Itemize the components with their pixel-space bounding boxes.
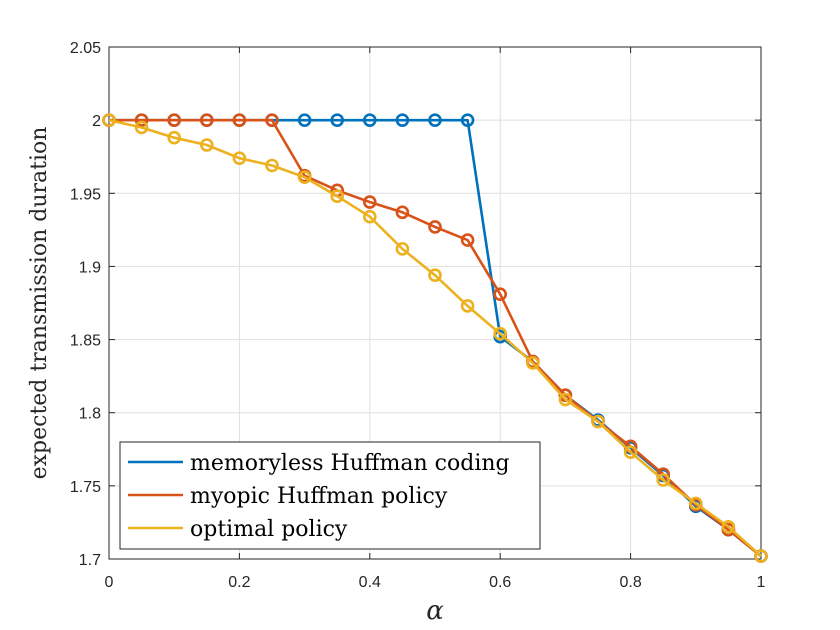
x-tick-label: 0.2 xyxy=(228,574,250,591)
legend-box xyxy=(119,441,541,550)
data-point xyxy=(265,158,279,173)
data-point xyxy=(460,299,475,313)
x-tick-label: 0.8 xyxy=(619,574,641,591)
data-point xyxy=(493,287,508,302)
x-tick-label: 0.6 xyxy=(489,574,511,591)
data-point xyxy=(200,138,214,152)
data-point xyxy=(362,195,377,209)
y-tick-label: 1.95 xyxy=(70,186,101,203)
y-tick-label: 2 xyxy=(92,113,101,130)
y-axis-title: expected transmission duration xyxy=(27,127,52,480)
data-point xyxy=(297,170,312,184)
legend-label: optimal policy xyxy=(190,517,348,542)
data-point xyxy=(232,151,247,165)
y-tick-label: 1.75 xyxy=(70,479,101,496)
data-point xyxy=(591,414,605,429)
x-tick-label: 0 xyxy=(105,574,114,591)
data-point xyxy=(330,189,345,204)
y-tick-label: 1.8 xyxy=(79,406,101,423)
legend-label: myopic Huffman policy xyxy=(190,484,448,509)
axis-ticks: 0 0.2 0.4 0.6 0.8 1 1.7 1.75 1.8 1.85 1.9 1.95 2 2.05 xyxy=(70,40,766,591)
series-2 xyxy=(102,113,768,563)
data-point xyxy=(493,326,508,341)
y-tick-label: 2.05 xyxy=(70,40,101,57)
data-point xyxy=(362,209,377,224)
data-point xyxy=(167,130,181,145)
data-point xyxy=(656,473,671,487)
data-point xyxy=(395,242,410,256)
series-line xyxy=(109,118,762,558)
data-point xyxy=(525,356,540,370)
data-point xyxy=(721,520,736,534)
data-point xyxy=(232,113,247,127)
data-series xyxy=(102,113,768,563)
data-point xyxy=(460,113,475,127)
data-point xyxy=(754,549,768,563)
y-tick-label: 1.9 xyxy=(79,259,101,276)
data-point xyxy=(330,113,345,127)
x-tick-label: 0.4 xyxy=(359,574,381,591)
series-line xyxy=(108,118,762,558)
data-point xyxy=(428,268,442,283)
data-point xyxy=(167,113,181,127)
data-point xyxy=(134,113,149,127)
data-point xyxy=(688,496,703,511)
data-point xyxy=(362,113,377,127)
data-point xyxy=(200,113,214,127)
data-point xyxy=(297,113,312,127)
x-axis-title: α xyxy=(426,596,444,626)
data-point xyxy=(102,113,116,127)
data-point xyxy=(623,445,638,460)
data-point xyxy=(460,233,475,247)
y-tick-label: 1.7 xyxy=(79,552,101,569)
legend: memoryless Huffman coding myopic Huffman … xyxy=(119,441,541,550)
plot-frame xyxy=(108,46,762,560)
x-tick-label: 1 xyxy=(757,574,766,591)
y-tick-label: 1.85 xyxy=(70,333,101,350)
data-point xyxy=(428,220,442,234)
legend-label: memoryless Huffman coding xyxy=(190,451,510,476)
data-point xyxy=(395,205,410,220)
data-point xyxy=(265,113,279,127)
data-point xyxy=(134,120,149,135)
data-point xyxy=(558,392,573,407)
data-point xyxy=(428,113,442,127)
data-point xyxy=(395,113,410,127)
